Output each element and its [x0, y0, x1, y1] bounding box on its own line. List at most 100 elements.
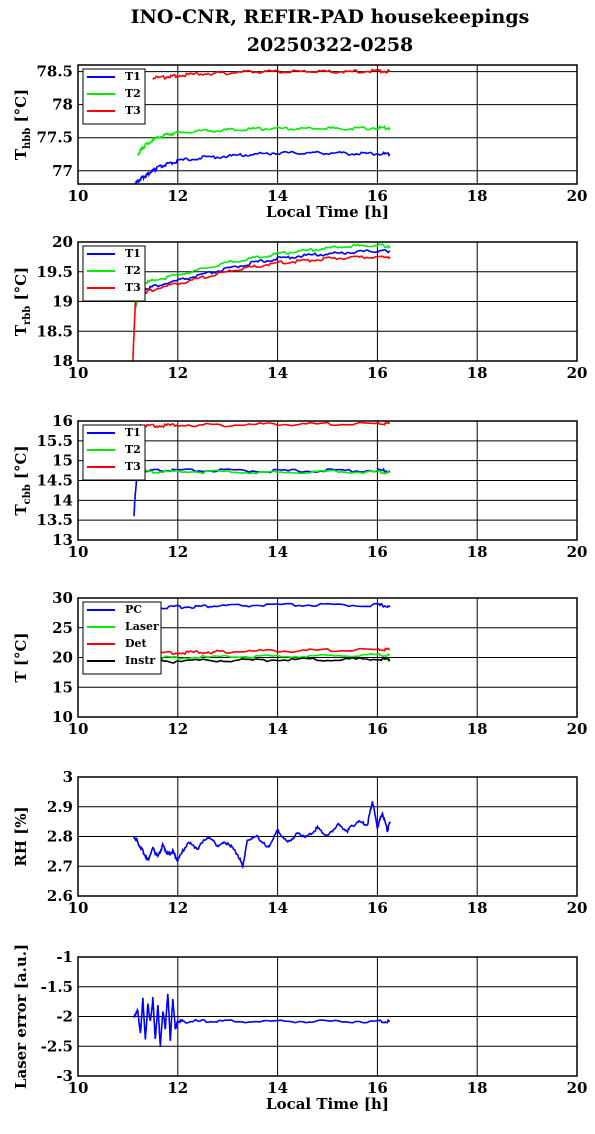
- y-axis-label-unit: [°C]: [12, 445, 30, 484]
- legend-box: [82, 424, 146, 481]
- y-tick-label: 2.7: [47, 857, 73, 875]
- legend-box: [82, 68, 146, 125]
- y-tick-label: 25: [52, 619, 73, 637]
- chart-panel-4: 10 12 14 16 18 20 10 15 20 25 30 PC Laser Det Instr T […: [12, 589, 587, 738]
- legend-label: Det: [125, 637, 148, 650]
- chart-panel-6: 10 12 14 16 18 20 -3 -2.5 -2 -1.5 -1 Laser error [a…: [12, 944, 587, 1113]
- y-tick-label: 13.5: [36, 511, 73, 529]
- y-axis-label: Thbb [°C]: [12, 89, 33, 160]
- legend-label: Laser: [125, 620, 159, 633]
- legend: PC Laser Det Instr: [82, 601, 162, 675]
- x-tick-label: 16: [367, 364, 388, 382]
- x-tick-label: 14: [267, 1079, 288, 1097]
- legend-label: T1: [125, 247, 141, 260]
- y-tick-label: 77.5: [36, 129, 73, 147]
- x-tick-label: 14: [267, 187, 288, 205]
- x-tick-label: 16: [367, 899, 388, 917]
- y-axis-label-main: T [°C]: [12, 632, 30, 682]
- y-axis-label-unit: [°C]: [12, 89, 30, 128]
- legend-box: [82, 245, 146, 302]
- y-axis-label-unit: [°C]: [12, 267, 30, 306]
- legend-label: T3: [125, 281, 141, 294]
- x-tick-label: 16: [367, 543, 388, 561]
- y-tick-label: -1: [56, 948, 73, 966]
- x-tick-label: 14: [267, 543, 288, 561]
- y-tick-label: -3: [56, 1067, 73, 1085]
- series-line: [133, 801, 391, 869]
- y-axis-label: T [°C]: [12, 632, 30, 682]
- x-tick-label: 18: [467, 187, 488, 205]
- legend-label: T1: [125, 70, 141, 83]
- y-tick-label: 3: [63, 768, 73, 786]
- legend-label: T1: [125, 426, 141, 439]
- y-tick-label: 10: [52, 708, 73, 726]
- series-line-t3: [152, 68, 391, 80]
- legend-label: T3: [125, 104, 141, 117]
- y-tick-label: 20: [52, 233, 73, 251]
- x-tick-label: 20: [567, 187, 588, 205]
- y-tick-label: 78: [52, 96, 73, 114]
- series-line-t2: [137, 124, 391, 156]
- x-tick-label: 18: [467, 364, 488, 382]
- series-line-t3: [133, 421, 391, 429]
- plot-frame: [77, 64, 578, 185]
- y-tick-label: 77: [52, 162, 73, 180]
- y-tick-label: 78.5: [36, 63, 73, 81]
- y-axis-label: RH [%]: [12, 806, 30, 866]
- chart-panel-5: 10 12 14 16 18 20 2.6 2.7 2.8 2.9 3 RH [%]: [12, 768, 587, 917]
- x-tick-label: 20: [567, 543, 588, 561]
- x-tick-label: 10: [68, 899, 89, 917]
- x-tick-label: 12: [167, 720, 188, 738]
- y-tick-label: 15: [52, 678, 73, 696]
- chart-panel-1: 10 12 14 16 18 20 77 77.5 78 78.5 T1 T2 T3 Thbb [°C] L…: [12, 63, 587, 221]
- y-tick-label: 13: [52, 531, 73, 549]
- chart-panel-3: 10 12 14 16 18 201313.51414.51515.516T1T2T3Tc…: [12, 412, 587, 561]
- x-tick-label: 12: [167, 899, 188, 917]
- legend-label: T3: [125, 460, 141, 473]
- x-tick-label: 16: [367, 1079, 388, 1097]
- plot-frame: [77, 420, 578, 541]
- y-tick-label: 20: [52, 649, 73, 667]
- y-axis-label-sub: hbb: [22, 128, 33, 149]
- y-tick-label: 18: [52, 352, 73, 370]
- chart-panel-2: 10 12 14 16 18 20 18 18.5 19 19.5 20 T1 T2 T3 Trbb [°C…: [12, 233, 587, 382]
- x-tick-label: 16: [367, 720, 388, 738]
- y-axis-label-main: T: [12, 324, 30, 336]
- x-tick-label: 10: [68, 1079, 89, 1097]
- x-tick-label: 14: [267, 364, 288, 382]
- y-tick-label: 18.5: [36, 322, 73, 340]
- y-tick-label: 30: [52, 589, 73, 607]
- y-tick-label: 14: [52, 491, 73, 509]
- x-tick-label: 14: [267, 720, 288, 738]
- y-axis-label: Trbb [°C]: [12, 267, 33, 336]
- y-tick-label: -2.5: [41, 1037, 73, 1055]
- x-tick-label: 18: [467, 720, 488, 738]
- y-axis-label-sub: rbb: [22, 306, 33, 325]
- legend: T1 T2 T3: [82, 245, 146, 302]
- plot-frame: [77, 597, 578, 718]
- series-line-t1: [133, 467, 391, 517]
- y-tick-label: -1.5: [41, 978, 73, 996]
- x-tick-label: 16: [367, 187, 388, 205]
- legend-label: PC: [125, 603, 142, 616]
- x-tick-label: 14: [267, 899, 288, 917]
- y-tick-label: 2.6: [47, 887, 73, 905]
- y-tick-label: 14.5: [36, 472, 73, 490]
- plot-area: [78, 65, 577, 184]
- plot-frame: [77, 241, 578, 362]
- y-tick-label: 16: [52, 412, 73, 430]
- legend-label: T2: [125, 87, 141, 100]
- legend: T1 T2 T3: [82, 68, 146, 125]
- x-tick-label: 10: [68, 187, 89, 205]
- y-tick-label: 2.9: [47, 798, 73, 816]
- x-tick-label: 18: [467, 899, 488, 917]
- x-tick-label: 10: [68, 543, 89, 561]
- x-axis-label: Local Time [h]: [266, 203, 389, 221]
- y-axis-label-sub: cbb: [22, 484, 33, 504]
- y-axis-label: Laser error [a.u.]: [12, 944, 30, 1089]
- y-tick-label: -2: [56, 1008, 73, 1026]
- plot-frame: [77, 956, 578, 1077]
- y-axis-label-main: RH [%]: [12, 806, 30, 866]
